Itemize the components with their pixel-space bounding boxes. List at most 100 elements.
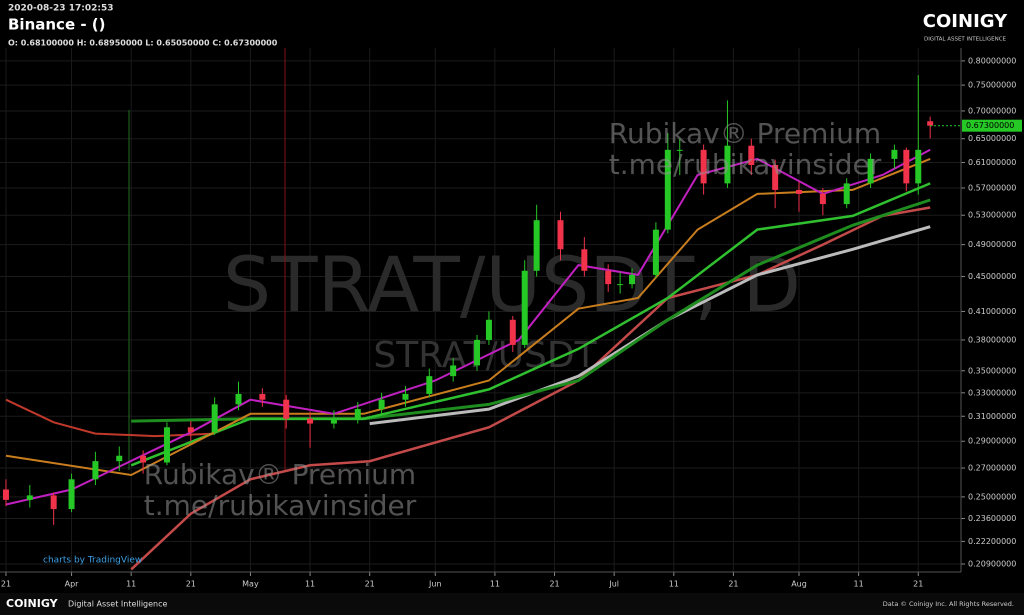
y-tick-label: 0.35000000 bbox=[968, 366, 1016, 375]
candle-body bbox=[474, 339, 481, 366]
y-tick-label: 0.31000000 bbox=[968, 412, 1016, 421]
y-tick-label: 0.25000000 bbox=[968, 492, 1016, 501]
candle-body bbox=[533, 220, 540, 271]
y-tick-label: 0.22200000 bbox=[968, 537, 1016, 546]
y-tick-label: 0.80000000 bbox=[968, 56, 1016, 65]
logo: COINIGY bbox=[923, 11, 1008, 32]
candle-body bbox=[521, 270, 528, 345]
x-tick-label: Apr bbox=[65, 580, 80, 589]
y-tick-label: 0.38000000 bbox=[968, 335, 1016, 344]
candle-body bbox=[891, 149, 898, 159]
y-tick-label: 0.41000000 bbox=[968, 307, 1016, 316]
ohlc: O: 0.68100000 H: 0.68950000 L: 0.6505000… bbox=[8, 39, 278, 48]
candle-body bbox=[283, 399, 290, 419]
y-tick-label: 0.65000000 bbox=[968, 134, 1016, 143]
watermark-channel: t.me/rubikavinsider bbox=[609, 148, 882, 181]
candle-body bbox=[92, 461, 99, 480]
candle-body bbox=[557, 220, 564, 250]
candle-body bbox=[724, 145, 731, 184]
watermark-brand: Rubikav® Premium bbox=[609, 117, 881, 150]
candle-body bbox=[378, 399, 385, 410]
candle-body bbox=[915, 149, 922, 184]
y-tick-label: 0.23600000 bbox=[968, 514, 1016, 523]
y-tick-label: 0.20900000 bbox=[968, 560, 1016, 569]
candle-body bbox=[700, 149, 707, 184]
candle-body bbox=[581, 249, 588, 271]
candle-body bbox=[796, 189, 803, 194]
x-tick-label: 21 bbox=[549, 580, 559, 589]
logo-tagline: DIGITAL ASSET INTELLIGENCE bbox=[924, 37, 1007, 43]
candle-body bbox=[509, 319, 516, 345]
candle-body bbox=[652, 229, 659, 275]
candle-body bbox=[259, 393, 266, 400]
candle-body bbox=[843, 183, 850, 205]
watermark-symbol: STRAT/USDT, D bbox=[223, 240, 801, 329]
y-tick-label: 0.53000000 bbox=[968, 211, 1016, 220]
chart-title: Binance - () bbox=[8, 16, 106, 34]
moving-average bbox=[5, 157, 931, 477]
y-tick-label: 0.49000000 bbox=[968, 240, 1016, 249]
watermark-brand: Rubikav® Premium bbox=[144, 458, 416, 491]
candle-body bbox=[485, 319, 492, 340]
x-tick-label: Jun bbox=[428, 580, 442, 589]
footer-bar bbox=[0, 593, 1024, 615]
candle-body bbox=[140, 455, 147, 463]
last-price-label: 0.67300000 bbox=[966, 121, 1014, 130]
y-tick-label: 0.57000000 bbox=[968, 183, 1016, 192]
x-tick-label: 11 bbox=[490, 580, 500, 589]
candle-body bbox=[617, 284, 624, 286]
moving-average bbox=[130, 182, 931, 467]
candle-body bbox=[903, 149, 910, 184]
x-tick-label: Jul bbox=[608, 580, 619, 589]
y-tick-label: 0.70000000 bbox=[968, 106, 1016, 115]
x-tick-label: 21 bbox=[1, 580, 11, 589]
candle-body bbox=[354, 409, 361, 419]
candle-body bbox=[629, 274, 636, 285]
candle-body bbox=[307, 418, 314, 424]
moving-average bbox=[5, 398, 215, 438]
x-tick-label: May bbox=[242, 580, 259, 589]
y-tick-label: 0.75000000 bbox=[968, 81, 1016, 90]
candle-body bbox=[772, 164, 779, 190]
y-tick-label: 0.27000000 bbox=[968, 464, 1016, 473]
x-tick-label: 21 bbox=[913, 580, 923, 589]
x-tick-label: Aug bbox=[791, 580, 807, 589]
candle-body bbox=[819, 193, 826, 205]
candle-body bbox=[676, 149, 683, 151]
x-tick-label: 11 bbox=[854, 580, 864, 589]
candle-body bbox=[68, 479, 75, 510]
y-tick-label: 0.61000000 bbox=[968, 158, 1016, 167]
watermark-channel: t.me/rubikavinsider bbox=[144, 489, 417, 522]
x-tick-label: 21 bbox=[728, 580, 738, 589]
candle-body bbox=[163, 427, 170, 463]
footer-logo: COINIGY bbox=[6, 597, 59, 610]
y-tick-label: 0.29000000 bbox=[968, 437, 1016, 446]
moving-average bbox=[130, 206, 931, 571]
candle-body bbox=[235, 393, 242, 405]
x-tick-label: 11 bbox=[305, 580, 315, 589]
candle-body bbox=[26, 495, 33, 500]
x-tick-label: 11 bbox=[126, 580, 136, 589]
x-tick-label: 11 bbox=[669, 580, 679, 589]
candle-body bbox=[664, 149, 671, 230]
footer-credit: Data © Coinigy Inc. All Rights Reserved. bbox=[883, 600, 1014, 608]
y-tick-label: 0.45000000 bbox=[968, 272, 1016, 281]
x-tick-label: 21 bbox=[365, 580, 375, 589]
candle-body bbox=[2, 489, 9, 500]
candle-body bbox=[116, 455, 123, 462]
footer-tagline: Digital Asset Intelligence bbox=[68, 600, 168, 609]
last-price-box bbox=[962, 119, 1022, 132]
candle-body bbox=[450, 365, 457, 377]
candle-body bbox=[867, 158, 874, 184]
candle-body bbox=[187, 427, 194, 433]
tradingview-credit: charts by TradingView bbox=[43, 556, 142, 566]
candle-body bbox=[402, 393, 409, 400]
moving-average bbox=[5, 148, 931, 506]
candle-body bbox=[426, 376, 433, 394]
candle-body bbox=[330, 418, 337, 424]
y-tick-label: 0.33000000 bbox=[968, 388, 1016, 397]
candle-body bbox=[211, 404, 218, 433]
